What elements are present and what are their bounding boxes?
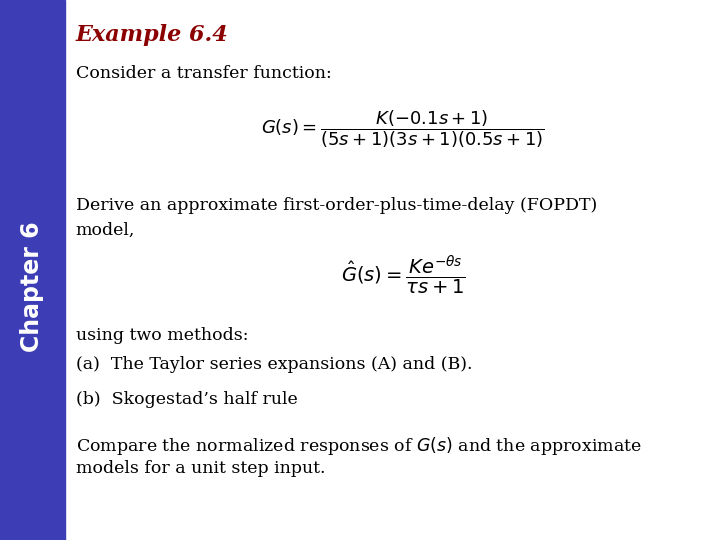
- Text: Compare the normalized responses of $G(s)$ and the approximate: Compare the normalized responses of $G(s…: [76, 435, 642, 457]
- Text: Consider a transfer function:: Consider a transfer function:: [76, 65, 331, 82]
- Bar: [0, 0, 65, 540]
- Text: models for a unit step input.: models for a unit step input.: [76, 460, 325, 477]
- Text: $\hat{G}(s)=\dfrac{Ke^{-\theta s}}{\tau s+1}$: $\hat{G}(s)=\dfrac{Ke^{-\theta s}}{\tau …: [341, 254, 466, 297]
- Text: Chapter 6: Chapter 6: [20, 221, 45, 352]
- Text: using two methods:: using two methods:: [76, 327, 248, 343]
- Text: Derive an approximate first-order-plus-time-delay (FOPDT): Derive an approximate first-order-plus-t…: [76, 197, 597, 214]
- Text: (a)  The Taylor series expansions (A) and (B).: (a) The Taylor series expansions (A) and…: [76, 356, 472, 373]
- Text: model,: model,: [76, 221, 135, 238]
- Text: $G(s)=\dfrac{K\left(-0.1s+1\right)}{\left(5s+1\right)\left(3s+1\right)\left(0.5s: $G(s)=\dfrac{K\left(-0.1s+1\right)}{\lef…: [261, 109, 545, 151]
- Text: Example 6.4: Example 6.4: [76, 24, 228, 46]
- Text: (b)  Skogestad’s half rule: (b) Skogestad’s half rule: [76, 392, 297, 408]
